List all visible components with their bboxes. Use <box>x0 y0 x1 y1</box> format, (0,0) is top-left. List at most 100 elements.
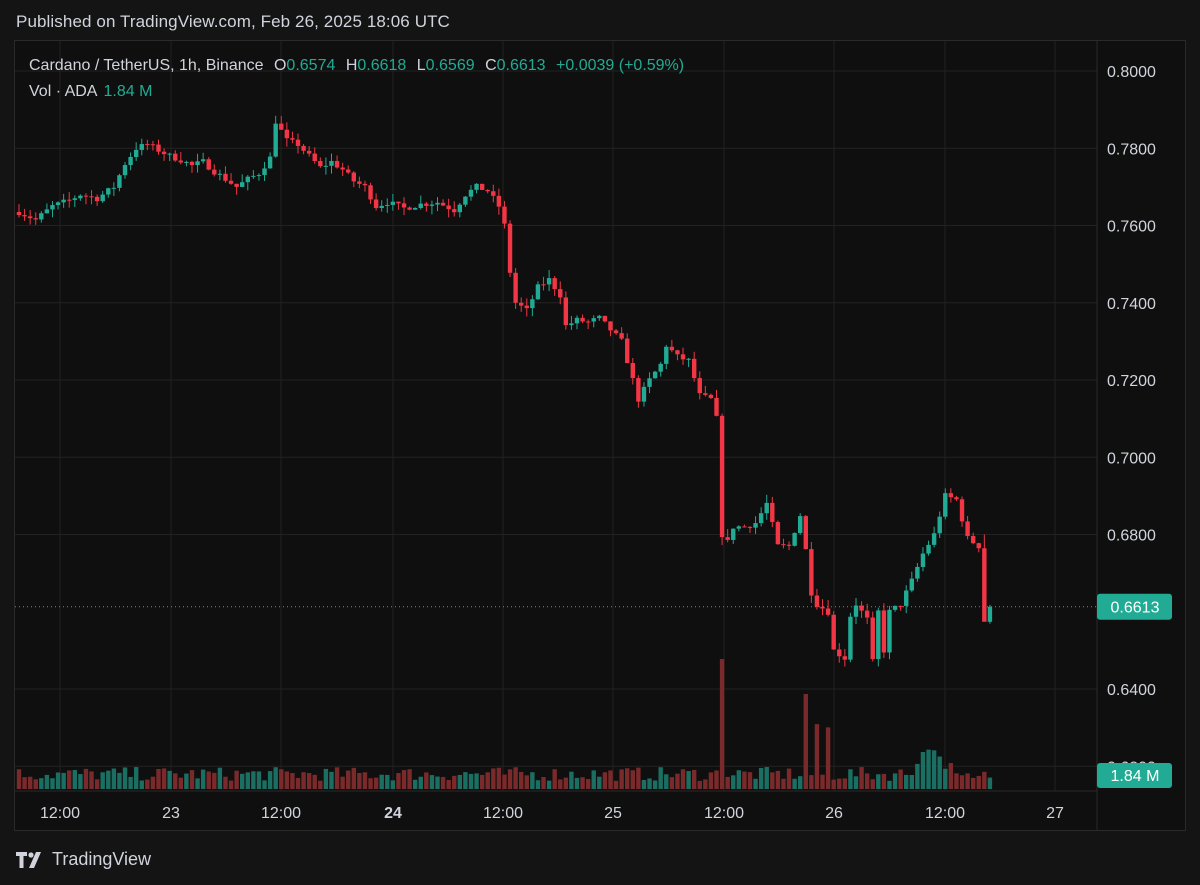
candle-body <box>446 205 451 210</box>
candle-body <box>519 302 524 306</box>
candle-body <box>965 521 970 537</box>
candle <box>106 187 111 198</box>
candle-body <box>189 161 195 166</box>
volume-bar <box>848 769 853 789</box>
volume-bar <box>658 767 663 789</box>
candle <box>943 488 948 520</box>
volume-bar <box>563 777 569 789</box>
candle <box>546 269 552 292</box>
x-tick-label: 24 <box>384 805 402 822</box>
candle <box>178 152 184 165</box>
x-tick-label: 23 <box>162 805 180 822</box>
candle <box>329 153 334 174</box>
candle-body <box>468 189 474 197</box>
candle <box>580 314 585 324</box>
candle-body <box>859 605 864 611</box>
candle <box>22 208 27 221</box>
candle-body <box>195 161 200 166</box>
volume-bar <box>301 772 306 789</box>
volume-bar <box>491 768 496 789</box>
volume-bar <box>753 778 758 789</box>
tradingview-brand[interactable]: TradingView <box>16 849 151 870</box>
high-label: H <box>345 57 358 74</box>
volume-bar <box>385 774 390 789</box>
volume-bar <box>541 776 546 789</box>
volume-bar <box>864 773 870 789</box>
candle-body <box>479 183 485 190</box>
candle <box>33 212 38 225</box>
volume-bar <box>770 772 775 789</box>
candle-body <box>636 378 641 402</box>
volume-bar <box>708 772 714 789</box>
volume-bar <box>279 769 284 789</box>
volume-bar <box>686 771 691 789</box>
candle <box>725 528 730 543</box>
volume-bar <box>435 776 440 789</box>
candle <box>312 147 317 164</box>
volume-bar <box>675 773 680 789</box>
candle <box>184 160 189 167</box>
candle-body <box>390 201 396 205</box>
candle <box>881 603 887 659</box>
candle-body <box>585 321 591 323</box>
candle-body <box>591 318 596 322</box>
volume-bar <box>440 776 446 789</box>
candle-body <box>887 609 892 653</box>
candle <box>714 389 719 417</box>
candle <box>139 138 144 156</box>
candle <box>652 370 658 379</box>
volume-bar <box>647 778 652 789</box>
candle-body <box>234 183 239 187</box>
candle-body <box>825 608 831 615</box>
candle <box>641 382 647 407</box>
candle <box>418 195 423 210</box>
volume-bar <box>691 769 697 789</box>
candle-body <box>485 189 490 192</box>
candle-body <box>295 139 301 146</box>
volume-bar <box>898 769 903 789</box>
candle-body <box>502 206 507 224</box>
candle <box>67 191 72 208</box>
candle-body <box>736 526 742 529</box>
volume-bar <box>530 772 535 789</box>
volume-bar <box>323 768 329 789</box>
candle-body <box>39 213 44 220</box>
candle <box>306 146 312 157</box>
volume-bar <box>228 780 234 789</box>
volume-bar <box>16 769 22 789</box>
volume-bar <box>22 777 27 789</box>
volume-bar <box>94 779 100 789</box>
candle <box>987 604 993 624</box>
volume-bar <box>133 767 139 789</box>
volume-bar <box>652 780 658 789</box>
candlestick-chart[interactable]: 0.8000 0.7800 0.7600 0.7400 0.7200 0.7000 0.68… <box>15 41 1185 830</box>
volume-bar <box>89 771 94 789</box>
candle <box>870 611 875 662</box>
volume-bar <box>418 776 423 789</box>
candle <box>686 357 691 368</box>
candle-body <box>552 278 557 290</box>
candle <box>630 358 635 385</box>
volume-bar <box>33 779 38 789</box>
candle-body <box>128 157 133 166</box>
y-tick-label: 0.6400 <box>1107 682 1156 699</box>
candle <box>212 164 217 177</box>
candle <box>825 600 831 617</box>
candle <box>803 515 808 550</box>
candle <box>251 170 256 179</box>
candle-body <box>78 195 83 199</box>
candle <box>887 605 892 660</box>
candle <box>351 171 356 188</box>
candle-body <box>809 549 814 596</box>
volume-bar <box>775 770 781 789</box>
candle-body <box>837 649 842 657</box>
candle-body <box>959 499 965 522</box>
chart-frame[interactable]: 0.8000 0.7800 0.7600 0.7400 0.7200 0.7000 0.68… <box>14 40 1186 831</box>
volume-bar <box>379 774 384 789</box>
candle <box>117 173 122 192</box>
volume-bar <box>625 768 630 789</box>
candle-body <box>256 175 262 177</box>
candle-body <box>212 169 217 175</box>
candle-body <box>22 215 27 217</box>
volume-bar <box>585 779 591 789</box>
